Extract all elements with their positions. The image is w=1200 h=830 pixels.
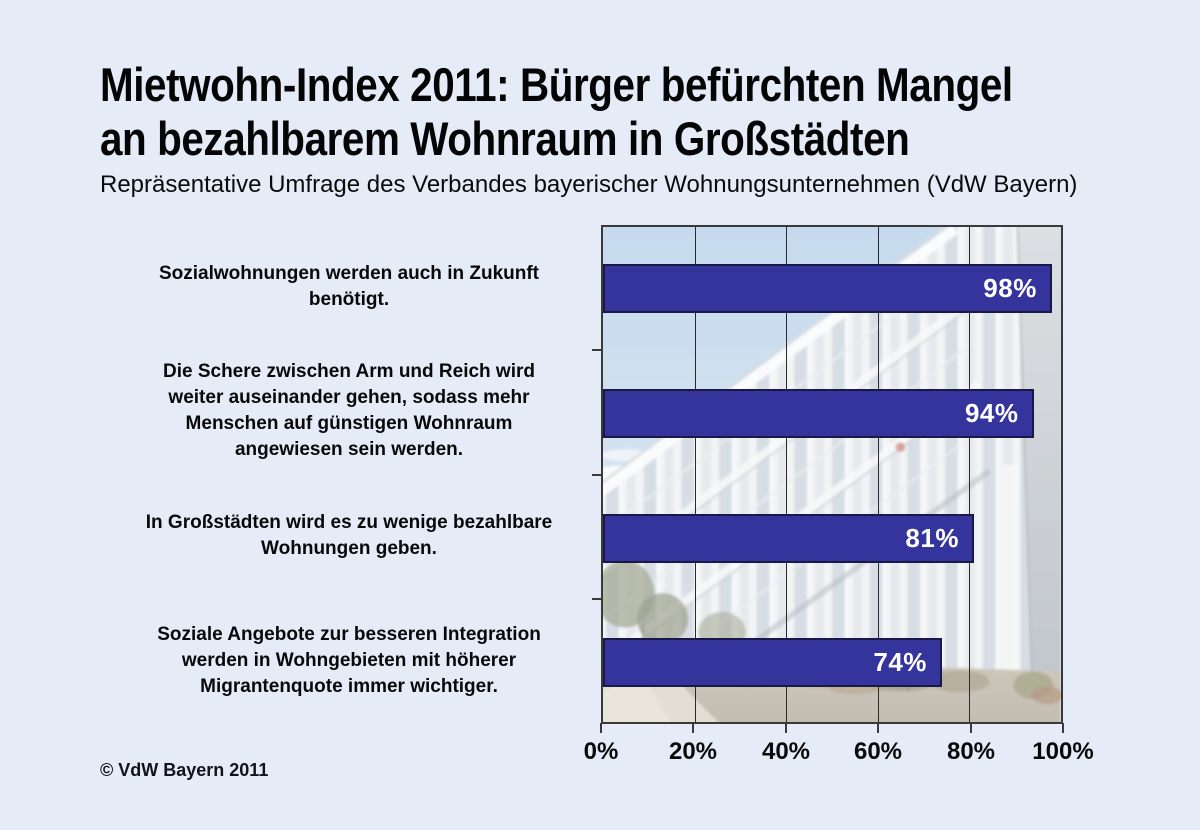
category-label-line: Sozialwohnungen werden auch in Zukunft [159,263,539,284]
x-axis-tick [1062,723,1064,733]
page-title: Mietwohn-Index 2011: Bürger befürchten M… [100,58,1200,166]
x-axis-tick [692,723,694,733]
category-label-line: Menschen auf günstigen Wohnraum [185,413,513,434]
category-label-1: Sozialwohnungen werden auch in Zukunft be… [98,261,600,313]
category-label-2: Die Schere zwischen Arm und Reich wird we… [98,359,600,463]
x-axis-tick [877,723,879,733]
category-label-line: angewiesen sein werden. [234,439,464,460]
x-axis-tick-label: 0% [583,738,619,765]
x-axis-tick-label: 60% [853,738,903,765]
plot-area: 98% 94% 81% 74% [601,225,1063,724]
y-axis-tick [592,598,601,600]
page-title-line2: an bezahlbarem Wohnraum in Großstädten [100,112,910,165]
bar-2: 94% [603,389,1034,438]
gridline-60 [877,227,879,722]
category-label-4: Soziale Angebote zur besseren Integratio… [98,622,600,700]
category-label-line: Wohnungen geben. [261,538,437,559]
category-label-line: Die Schere zwischen Arm und Reich wird [162,361,535,382]
x-axis-tick-label: 80% [946,738,996,765]
category-label-line: In Großstädten wird es zu wenige bezahlb… [145,512,553,533]
bar-4: 74% [603,638,942,687]
x-axis-tick [785,723,787,733]
page-title-line1: Mietwohn-Index 2011: Bürger befürchten M… [100,58,1013,111]
x-axis-tick-label: 100% [1032,738,1094,765]
copyright-note: © VdW Bayern 2011 [100,760,269,780]
gridline-40 [786,227,788,722]
gridline-20 [694,227,696,722]
bar-1: 98% [603,264,1052,313]
x-axis-tick-label: 20% [668,738,718,765]
bar-3: 81% [603,514,974,563]
x-axis-tick [970,723,972,733]
x-axis-tick-label: 40% [761,738,811,765]
gridline-80 [969,227,971,722]
category-label-line: benötigt. [308,289,390,310]
x-axis-tick [600,723,602,733]
bar-value-label: 94% [964,398,1019,428]
category-label-3: In Großstädten wird es zu wenige bezahlb… [98,510,600,562]
bar-value-label: 74% [873,647,927,677]
bar-value-label: 81% [905,523,959,553]
y-axis-tick [592,349,601,351]
category-label-line: Migrantenquote immer wichtiger. [200,676,498,697]
category-label-line: werden in Wohngebieten mit höherer [181,650,517,671]
y-axis-tick [592,474,601,476]
bar-value-label: 98% [983,273,1037,303]
category-label-line: Soziale Angebote zur besseren Integratio… [157,624,541,645]
chart-subtitle: Repräsentative Umfrage des Verbandes bay… [100,171,1078,198]
category-label-line: weiter auseinander gehen, sodass mehr [168,387,530,408]
